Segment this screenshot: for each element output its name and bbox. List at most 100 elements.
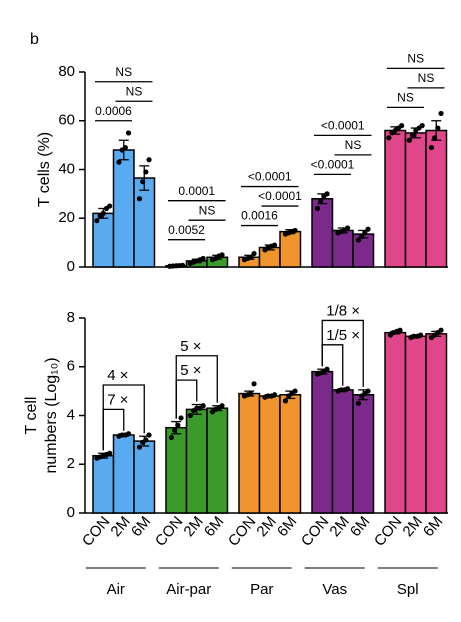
data-point xyxy=(438,327,444,333)
bar xyxy=(133,177,156,268)
data-point xyxy=(324,366,330,372)
annotation: NS xyxy=(345,138,362,152)
annotation: NS xyxy=(199,203,216,217)
data-point xyxy=(432,135,438,141)
group-label: Air xyxy=(107,581,125,598)
bar xyxy=(133,440,156,514)
annotation: NS xyxy=(115,65,132,79)
bar xyxy=(206,407,229,514)
data-point xyxy=(399,123,405,129)
y-axis-label: T cells (%) xyxy=(36,132,53,207)
data-point xyxy=(200,403,206,409)
group-label: Par xyxy=(250,581,273,598)
data-point xyxy=(271,392,278,398)
annotation: NS xyxy=(407,52,424,66)
data-point xyxy=(219,403,225,409)
y-tick-label: 60 xyxy=(58,112,75,129)
group-label: Spl xyxy=(397,581,419,598)
y-tick-label: 2 xyxy=(67,455,75,472)
data-point xyxy=(168,434,175,441)
bar xyxy=(425,333,448,514)
data-point xyxy=(200,255,206,262)
annotation: <0.0001 xyxy=(258,189,302,203)
data-point xyxy=(175,422,181,428)
x-tick-label: 6M xyxy=(420,513,446,540)
data-point xyxy=(409,132,416,138)
bar xyxy=(112,434,135,514)
data-point xyxy=(292,388,298,394)
data-point xyxy=(140,179,146,185)
data-point xyxy=(146,432,152,438)
x-tick-label: 6M xyxy=(274,513,300,540)
data-point xyxy=(359,233,365,240)
data-point xyxy=(187,412,193,419)
data-point xyxy=(116,159,122,165)
data-point xyxy=(271,242,278,248)
bar xyxy=(352,394,375,514)
data-point xyxy=(324,191,330,197)
x-tick-label: CON xyxy=(371,513,405,549)
data-point xyxy=(125,431,132,437)
y-tick-label: 20 xyxy=(58,209,75,226)
data-point xyxy=(100,210,106,216)
x-tick-label: 6M xyxy=(347,513,373,540)
annotation: <0.0001 xyxy=(248,170,292,184)
x-tick-label: 6M xyxy=(201,513,227,540)
data-point xyxy=(386,135,392,141)
annotation: 1/8 × xyxy=(326,302,360,319)
bar xyxy=(331,229,354,268)
bracket xyxy=(321,319,364,387)
data-point xyxy=(94,218,100,224)
bar xyxy=(92,454,115,514)
y-tick-label: 8 xyxy=(67,309,75,326)
y-tick-label: 0 xyxy=(67,258,75,275)
data-point xyxy=(219,252,225,258)
data-point xyxy=(292,227,298,234)
bar xyxy=(165,426,188,514)
x-tick-label: 6M xyxy=(128,513,154,540)
bracket xyxy=(102,384,145,451)
annotation: 0.0052 xyxy=(168,223,205,237)
data-point xyxy=(143,437,149,443)
data-point xyxy=(419,123,425,129)
data-point xyxy=(365,388,371,394)
annotation: 7 × xyxy=(107,391,128,408)
bar xyxy=(352,233,375,268)
data-point xyxy=(143,169,149,175)
x-tick-label: CON xyxy=(152,513,186,549)
data-point xyxy=(180,262,186,268)
data-point xyxy=(107,450,113,456)
y-axis-label: numbers (Log₁₀) xyxy=(43,357,60,473)
data-point xyxy=(251,250,257,257)
annotation: 5 × xyxy=(180,338,201,355)
data-point xyxy=(397,327,403,333)
bar xyxy=(311,370,334,514)
data-point xyxy=(417,332,424,338)
y-axis-label: T cell xyxy=(23,397,40,435)
data-point xyxy=(248,390,254,397)
data-point xyxy=(125,130,132,136)
bar xyxy=(279,230,302,268)
data-point xyxy=(178,415,184,421)
data-point xyxy=(314,205,321,212)
data-point xyxy=(406,137,412,143)
data-point xyxy=(122,144,128,151)
bar xyxy=(404,335,427,514)
y-tick-label: 80 xyxy=(58,63,75,80)
annotation: 5 × xyxy=(180,362,201,379)
data-point xyxy=(248,254,254,260)
bar xyxy=(384,331,407,514)
data-point xyxy=(438,110,444,117)
data-point xyxy=(251,381,257,387)
y-tick-label: 4 xyxy=(67,406,75,423)
annotation: NS xyxy=(418,71,435,85)
data-point xyxy=(355,237,362,243)
bar xyxy=(425,129,448,268)
data-point xyxy=(362,230,368,236)
annotation: 0.0001 xyxy=(178,184,215,198)
panel-label: b xyxy=(30,31,39,48)
data-point xyxy=(355,400,362,406)
bar xyxy=(331,389,354,514)
bar xyxy=(112,149,135,268)
annotation: <0.0001 xyxy=(311,158,355,172)
